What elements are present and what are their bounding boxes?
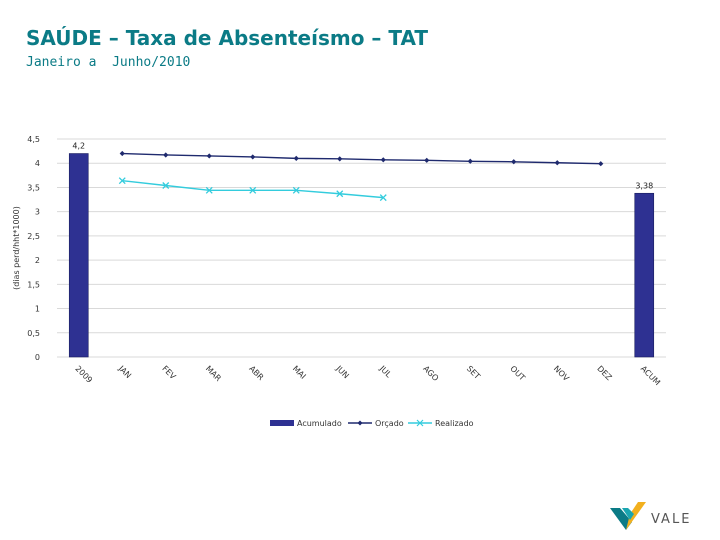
y-tick-label: 0 xyxy=(35,353,40,362)
legend-label: Acumulado xyxy=(297,419,342,428)
x-tick-label: SET xyxy=(465,364,482,381)
point-orcado xyxy=(467,158,473,164)
point-orcado xyxy=(424,157,430,163)
point-realizado xyxy=(118,177,126,185)
x-tick-label: 2009 xyxy=(73,364,94,385)
y-axis-label: (dias perd/hht*1000) xyxy=(12,206,21,290)
point-orcado xyxy=(511,159,517,165)
point-orcado xyxy=(598,161,604,167)
x-tick-label: ABR xyxy=(247,364,265,382)
x-tick-label: NOV xyxy=(552,364,571,383)
y-tick-label: 1,5 xyxy=(27,280,40,289)
legend-label: Realizado xyxy=(435,419,474,428)
absenteeism-chart: 0 0,5 1 1,5 2 2,5 3 3,5 4 4,5 (dias perd/hht*1000)… xyxy=(12,135,666,428)
point-orcado xyxy=(206,153,212,159)
x-tick-label: OUT xyxy=(508,364,526,382)
vale-logo-text: VALE xyxy=(651,512,692,527)
point-realizado xyxy=(379,194,387,202)
bar-data-label: 4,2 xyxy=(72,142,85,151)
y-tick-label: 2,5 xyxy=(27,232,40,241)
y-tick-label: 4,5 xyxy=(27,135,40,144)
point-realizado xyxy=(249,186,257,194)
y-tick-label: 2 xyxy=(35,256,40,265)
point-orcado xyxy=(337,156,343,162)
x-tick-label: DEZ xyxy=(595,364,614,383)
series-line-orçado xyxy=(122,152,601,165)
point-orcado xyxy=(293,155,299,161)
vale-logo-icon xyxy=(610,502,646,530)
y-tick-label: 1 xyxy=(35,305,40,314)
x-tick-label: ACUM xyxy=(639,364,662,387)
legend-label: Orçado xyxy=(375,419,404,428)
point-realizado xyxy=(336,190,344,198)
y-tick-label: 4 xyxy=(35,159,40,168)
bar-acumulado xyxy=(634,192,655,358)
x-tick-label: JAN xyxy=(116,363,133,380)
y-tick-label: 0,5 xyxy=(27,329,40,338)
series-line-realizado xyxy=(122,179,384,199)
bar-data-label: 3,38 xyxy=(635,181,653,190)
legend-swatch-acumulado xyxy=(270,420,294,426)
point-realizado xyxy=(292,186,300,194)
bar-acumulado xyxy=(68,153,89,358)
y-tick-label: 3,5 xyxy=(27,183,40,192)
y-tick-label: 3 xyxy=(35,208,40,217)
x-tick-label: JUL xyxy=(377,363,393,379)
point-orcado xyxy=(380,157,386,163)
x-tick-label: MAR xyxy=(204,364,223,383)
legend-marker-realizado xyxy=(416,419,424,427)
x-tick-label: MAI xyxy=(291,364,308,381)
point-orcado xyxy=(119,150,125,157)
x-tick-label: FEV xyxy=(160,364,177,381)
page-title: SAÚDE – Taxa de Absenteísmo – TAT xyxy=(26,26,429,50)
point-orcado xyxy=(554,160,560,166)
point-realizado xyxy=(205,186,213,194)
page-subtitle: Janeiro a Junho/2010 xyxy=(26,55,191,70)
point-realizado xyxy=(162,182,170,189)
point-orcado xyxy=(163,152,169,158)
x-tick-label: JUN xyxy=(334,363,351,380)
vale-logo: VALE xyxy=(608,500,718,536)
point-orcado xyxy=(250,154,256,160)
x-tick-label: AGO xyxy=(421,364,440,383)
legend-marker-orcado xyxy=(357,420,363,426)
